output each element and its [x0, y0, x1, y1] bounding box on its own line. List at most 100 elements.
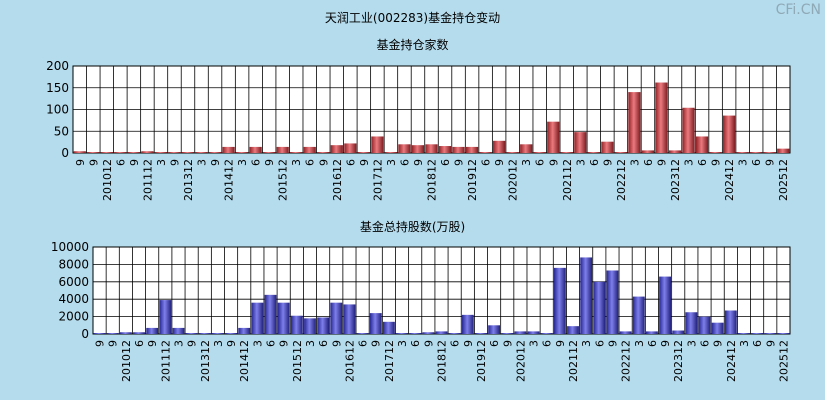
x-tick-label: 6 — [534, 159, 547, 166]
x-tick-label: 9 — [606, 340, 619, 347]
bar — [146, 327, 159, 334]
bar — [641, 150, 655, 153]
bar — [682, 107, 695, 153]
x-tick-label: 9 — [278, 340, 291, 347]
x-tick-label: 9 — [493, 159, 506, 166]
x-tick-label: 201512 — [291, 340, 304, 382]
x-tick-label: 201812 — [426, 159, 439, 201]
x-tick-label: 9 — [655, 159, 668, 166]
bar — [452, 146, 465, 153]
bar — [330, 145, 343, 153]
x-tick-label: 3 — [155, 159, 168, 166]
bar — [222, 146, 235, 153]
y-tick-label: 0 — [81, 327, 89, 341]
bar — [493, 140, 506, 153]
bar — [672, 330, 685, 334]
bar — [93, 333, 106, 334]
bar — [357, 152, 370, 153]
x-tick-label: 9 — [168, 159, 181, 166]
bar — [133, 332, 145, 334]
bar — [212, 333, 224, 334]
bar — [425, 144, 438, 153]
bar — [724, 310, 737, 334]
bar — [448, 333, 461, 334]
x-tick-label: 9 — [370, 340, 383, 347]
x-tick-label: 9 — [146, 340, 159, 347]
x-tick-label: 6 — [480, 159, 493, 166]
x-tick-label: 201612 — [331, 159, 344, 201]
x-tick-label: 9 — [712, 340, 725, 347]
bar — [475, 333, 487, 334]
bar — [668, 150, 682, 153]
x-tick-label: 9 — [601, 159, 614, 166]
bar — [127, 152, 140, 153]
x-tick-label: 202412 — [725, 340, 738, 382]
x-tick-label: 201312 — [182, 159, 195, 201]
bar — [344, 143, 357, 153]
x-tick-label: 201412 — [223, 159, 236, 201]
x-tick-label: 6 — [750, 159, 763, 166]
x-tick-label: 6 — [449, 340, 462, 347]
bar — [435, 331, 448, 334]
x-tick-label: 201112 — [141, 159, 154, 201]
x-tick-label: 9 — [263, 159, 276, 166]
bar — [698, 316, 711, 334]
bar — [225, 333, 238, 334]
x-tick-label: 6 — [439, 159, 452, 166]
x-tick-label: 6 — [409, 340, 422, 347]
bar — [560, 152, 573, 153]
bar — [628, 92, 641, 153]
bar — [580, 257, 593, 334]
bar — [461, 314, 474, 334]
x-tick-label: 6 — [357, 340, 370, 347]
x-tick-label: 201112 — [159, 340, 172, 382]
bar — [751, 333, 764, 334]
x-tick-label: 3 — [385, 159, 398, 166]
bar — [369, 313, 382, 334]
x-tick-label: 6 — [304, 159, 317, 166]
bar — [141, 151, 154, 153]
x-tick-label: 201012 — [101, 159, 114, 201]
bar — [479, 152, 492, 153]
bar — [356, 333, 369, 334]
bar — [777, 148, 790, 153]
x-tick-label: 9 — [462, 340, 475, 347]
chart1-title: 基金持仓家数 — [376, 38, 449, 52]
bar — [533, 152, 546, 153]
x-tick-label: 202512 — [777, 340, 790, 382]
x-tick-label: 202112 — [567, 340, 580, 382]
x-tick-label: 202412 — [723, 159, 736, 201]
x-tick-label: 9 — [317, 159, 330, 166]
x-tick-label: 9 — [209, 159, 222, 166]
bar — [655, 82, 668, 153]
x-tick-label: 202212 — [620, 340, 633, 382]
x-tick-label: 3 — [196, 159, 209, 166]
x-tick-label: 9 — [87, 159, 100, 166]
bar — [172, 327, 185, 334]
bar — [277, 302, 290, 334]
bar — [593, 281, 606, 334]
bar — [488, 325, 501, 334]
bar — [263, 152, 276, 153]
bar — [396, 333, 408, 334]
bar — [290, 152, 303, 153]
x-tick-label: 9 — [186, 340, 199, 347]
x-tick-label: 3 — [304, 340, 317, 347]
x-tick-label: 6 — [593, 340, 606, 347]
bar — [709, 152, 722, 153]
bar — [343, 304, 356, 334]
bar — [238, 327, 251, 334]
bar — [154, 152, 168, 153]
bar — [73, 151, 86, 153]
x-tick-label: 9 — [330, 340, 343, 347]
y-tick-label: 8000 — [58, 257, 89, 271]
x-tick-label: 9 — [412, 159, 425, 166]
x-tick-label: 9 — [659, 340, 672, 347]
bar — [763, 152, 776, 153]
y-tick-label: 100 — [46, 103, 69, 117]
bar — [303, 146, 316, 153]
bar — [411, 145, 425, 153]
x-tick-label: 201812 — [436, 340, 449, 382]
page-title: 天润工业(002283)基金持仓变动 — [324, 11, 501, 25]
